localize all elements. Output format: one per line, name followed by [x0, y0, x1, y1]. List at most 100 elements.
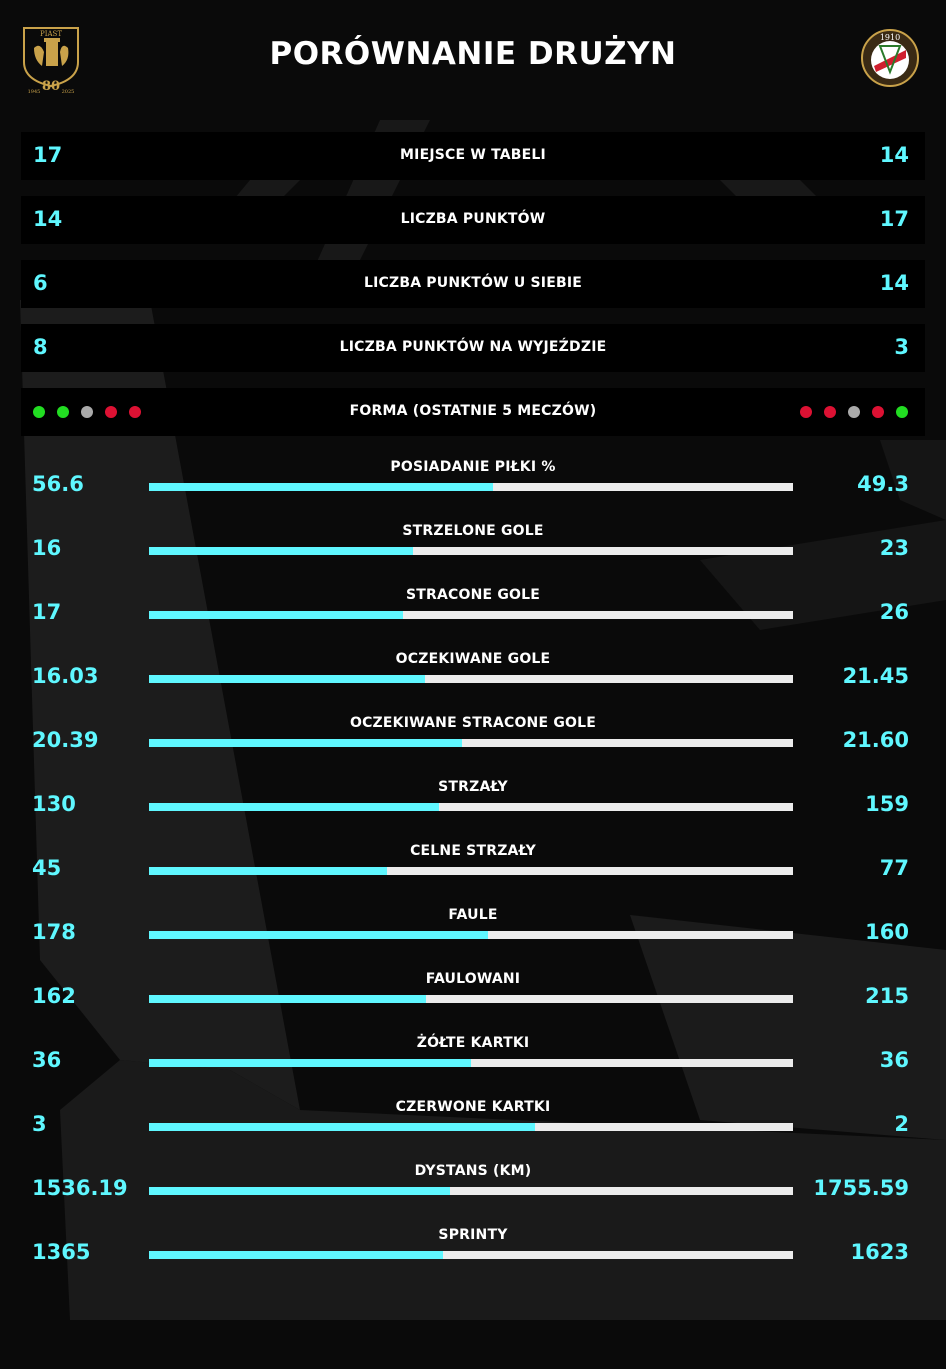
- home-value: 162: [32, 984, 76, 1008]
- away-form-dots: [800, 406, 908, 418]
- stat-row: 162 FAULOWANI 215: [0, 971, 946, 1035]
- home-value: 17: [33, 143, 63, 167]
- home-share-fill: [149, 931, 489, 939]
- away-value: 26: [879, 600, 909, 624]
- comparison-bar: [149, 739, 793, 747]
- home-share-fill: [149, 1251, 444, 1259]
- stat-row: 1536.19 DYSTANS (KM) 1755.59: [0, 1163, 946, 1227]
- stat-label: FAULOWANI: [425, 971, 521, 987]
- comparison-row-home-points: 6 LICZBA PUNKTÓW U SIEBIE 14: [21, 260, 925, 308]
- home-value: 178: [32, 920, 76, 944]
- row-label: FORMA (OSTATNIE 5 MECZÓW): [349, 403, 597, 419]
- row-label: LICZBA PUNKTÓW NA WYJEŹDZIE: [339, 339, 607, 355]
- row-label: LICZBA PUNKTÓW U SIEBIE: [363, 275, 583, 291]
- form-result-loss-icon: [105, 406, 117, 418]
- row-label: LICZBA PUNKTÓW: [400, 211, 546, 227]
- stat-label: ŻÓŁTE KARTKI: [416, 1035, 530, 1051]
- home-value: 16: [32, 536, 62, 560]
- stat-row: 20.39 OCZEKIWANE STRACONE GOLE 21.60: [0, 715, 946, 779]
- comparison-bar: [149, 995, 793, 1003]
- home-share-fill: [149, 867, 387, 875]
- stat-row: 56.6 POSIADANIE PIŁKI % 49.3: [0, 459, 946, 523]
- stat-row: 178 FAULE 160: [0, 907, 946, 971]
- stat-label: STRACONE GOLE: [405, 587, 541, 603]
- stat-label: STRZELONE GOLE: [402, 523, 544, 539]
- comparison-row-form: FORMA (OSTATNIE 5 MECZÓW): [21, 388, 925, 436]
- stat-label: SPRINTY: [438, 1227, 508, 1243]
- stat-row: 1365 SPRINTY 1623: [0, 1227, 946, 1291]
- comparison-row-table-position: 17 MIEJSCE W TABELI 14: [21, 132, 925, 180]
- away-value: 36: [879, 1048, 909, 1072]
- comparison-bar: [149, 1059, 793, 1067]
- comparison-bar: [149, 1123, 793, 1131]
- form-result-loss-icon: [824, 406, 836, 418]
- home-value: 8: [33, 335, 48, 359]
- home-form-dots: [33, 406, 141, 418]
- stat-label: STRZAŁY: [438, 779, 508, 795]
- away-value: 14: [879, 143, 909, 167]
- home-share-fill: [149, 547, 414, 555]
- home-value: 45: [32, 856, 62, 880]
- home-value: 130: [32, 792, 76, 816]
- comparison-bar: [149, 1251, 793, 1259]
- stat-row: 17 STRACONE GOLE 26: [0, 587, 946, 651]
- stat-row: 36 ŻÓŁTE KARTKI 36: [0, 1035, 946, 1099]
- home-value: 56.6: [32, 472, 84, 496]
- stat-label: POSIADANIE PIŁKI %: [390, 459, 556, 475]
- stat-row: 16.03 OCZEKIWANE GOLE 21.45: [0, 651, 946, 715]
- svg-text:PIAST: PIAST: [40, 30, 62, 38]
- stat-row: 3 CZERWONE KARTKI 2: [0, 1099, 946, 1163]
- home-team-crest-icon: PIAST 80 1945 2025: [23, 27, 79, 95]
- home-share-fill: [149, 739, 462, 747]
- home-share-fill: [149, 1187, 450, 1195]
- home-share-fill: [149, 1059, 471, 1067]
- form-result-draw-icon: [848, 406, 860, 418]
- away-value: 1623: [850, 1240, 909, 1264]
- form-result-loss-icon: [800, 406, 812, 418]
- home-share-fill: [149, 675, 425, 683]
- stat-label: CELNE STRZAŁY: [410, 843, 536, 859]
- stat-row: 16 STRZELONE GOLE 23: [0, 523, 946, 587]
- stat-label: CZERWONE KARTKI: [395, 1099, 551, 1115]
- home-share-fill: [149, 995, 426, 1003]
- stat-label: DYSTANS (KM): [414, 1163, 532, 1179]
- page-title: PORÓWNANIE DRUŻYN: [269, 36, 677, 72]
- form-result-loss-icon: [129, 406, 141, 418]
- page-header: PIAST 80 1945 2025 PORÓWNANIE DRUŻYN 191…: [0, 0, 946, 120]
- home-value: 1365: [32, 1240, 91, 1264]
- home-share-fill: [149, 483, 493, 491]
- home-value: 17: [32, 600, 62, 624]
- comparison-bar: [149, 867, 793, 875]
- row-label: MIEJSCE W TABELI: [400, 147, 546, 163]
- comparison-row-away-points: 8 LICZBA PUNKTÓW NA WYJEŹDZIE 3: [21, 324, 925, 372]
- home-value: 1536.19: [32, 1176, 128, 1200]
- svg-text:1910: 1910: [880, 33, 900, 42]
- comparison-bar: [149, 483, 793, 491]
- comparison-bar: [149, 611, 793, 619]
- away-value: 14: [879, 271, 909, 295]
- comparison-row-points: 14 LICZBA PUNKTÓW 17: [21, 196, 925, 244]
- stat-label: OCZEKIWANE STRACONE GOLE: [349, 715, 596, 731]
- away-value: 23: [879, 536, 909, 560]
- form-result-draw-icon: [81, 406, 93, 418]
- comparison-bar: [149, 547, 793, 555]
- away-value: 160: [865, 920, 909, 944]
- form-result-loss-icon: [872, 406, 884, 418]
- home-value: 3: [32, 1112, 47, 1136]
- away-value: 159: [865, 792, 909, 816]
- stat-label: OCZEKIWANE GOLE: [395, 651, 551, 667]
- home-share-fill: [149, 1123, 536, 1131]
- away-value: 2: [894, 1112, 909, 1136]
- home-value: 16.03: [32, 664, 99, 688]
- comparison-bar: [149, 1187, 793, 1195]
- svg-text:1945: 1945: [28, 89, 41, 95]
- svg-text:2025: 2025: [62, 89, 75, 95]
- away-value: 21.60: [842, 728, 909, 752]
- away-value: 77: [879, 856, 909, 880]
- away-value: 17: [879, 207, 909, 231]
- home-value: 14: [33, 207, 63, 231]
- home-value: 20.39: [32, 728, 99, 752]
- svg-text:80: 80: [42, 79, 60, 94]
- form-result-win-icon: [33, 406, 45, 418]
- stat-row: 45 CELNE STRZAŁY 77: [0, 843, 946, 907]
